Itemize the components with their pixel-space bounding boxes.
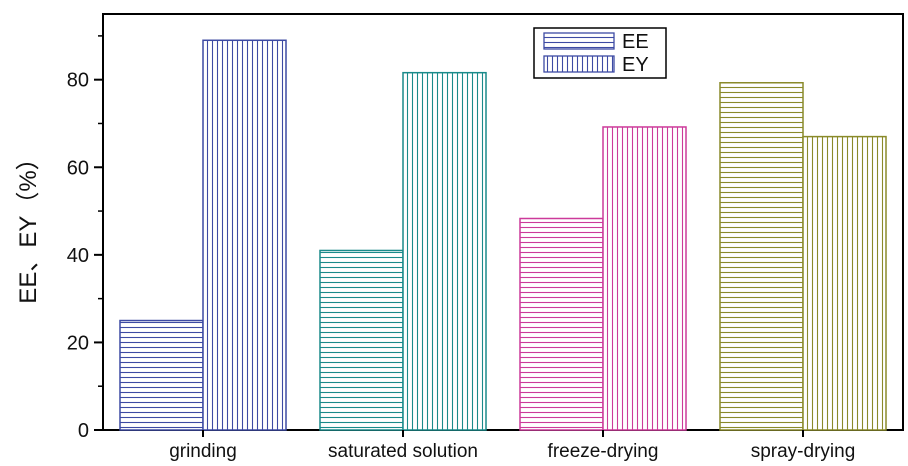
legend-label-ey: EY — [622, 54, 649, 76]
legend-swatch-ee — [543, 32, 615, 50]
legend-swatch-ey — [543, 55, 615, 73]
bar-ey-freeze-drying — [602, 126, 687, 431]
y-axis-label: EE、EY（%） — [15, 146, 42, 303]
bar-ey-grinding — [202, 39, 287, 431]
y-tick-label: 80 — [67, 70, 89, 92]
x-tick-label: spray-drying — [751, 441, 856, 461]
y-tick-label: 60 — [67, 157, 89, 179]
plot-area — [102, 13, 904, 431]
bar-ee-freeze-drying — [519, 217, 604, 431]
plot-frame — [102, 13, 904, 431]
bar-ee-spray-drying — [719, 81, 804, 431]
y-tick-label: 0 — [78, 420, 89, 442]
x-tick-label: freeze-drying — [548, 441, 659, 461]
bars-group — [119, 39, 887, 431]
axes-group: 0 20 40 60 80 grinding saturated solution freez… — [67, 35, 856, 462]
legend-label-ee: EE — [622, 31, 649, 53]
x-tick-label: saturated solution — [328, 441, 478, 461]
bar-ey-spray-drying — [802, 135, 887, 431]
bar-ee-saturated-solution — [319, 249, 404, 431]
x-tick-label: grinding — [169, 441, 237, 461]
bar-ee-grinding — [119, 319, 204, 431]
bar-ey-saturated-solution — [402, 71, 487, 431]
y-tick-label: 40 — [67, 245, 89, 267]
y-tick-label: 20 — [67, 332, 89, 354]
